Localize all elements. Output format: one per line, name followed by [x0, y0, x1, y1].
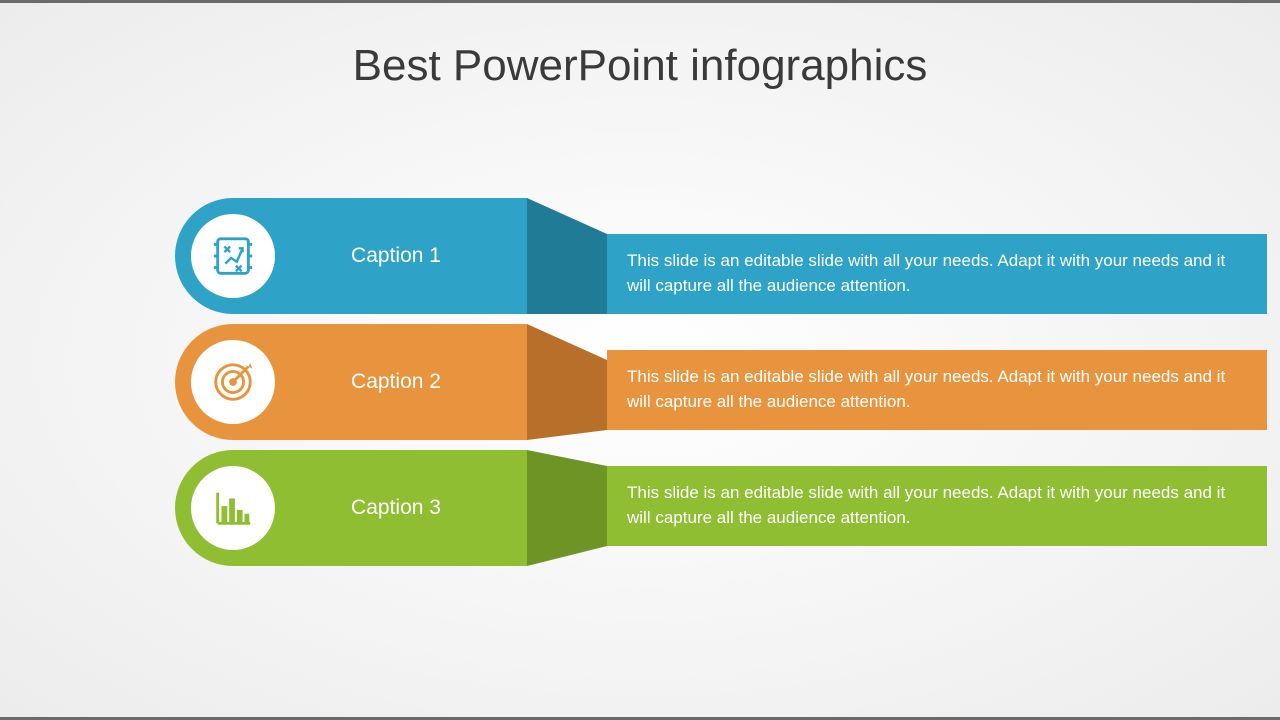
caption-block: Caption 2 [175, 324, 527, 440]
infographic-row: Caption 2 This slide is an editable slid… [175, 324, 1265, 440]
description-text: This slide is an editable slide with all… [627, 365, 1247, 414]
description-text: This slide is an editable slide with all… [627, 249, 1247, 298]
icon-circle [191, 214, 275, 298]
caption-block: Caption 3 [175, 450, 527, 566]
target-icon [210, 359, 256, 405]
caption-label: Caption 2 [275, 370, 527, 394]
description-bar: This slide is an editable slide with all… [607, 234, 1267, 314]
playbook-icon [210, 233, 256, 279]
description-bar: This slide is an editable slide with all… [607, 466, 1267, 546]
fold-shape [527, 324, 607, 440]
fold-shape [527, 450, 607, 566]
description-bar: This slide is an editable slide with all… [607, 350, 1267, 430]
description-text: This slide is an editable slide with all… [627, 481, 1247, 530]
caption-block: Caption 1 [175, 198, 527, 314]
icon-circle [191, 466, 275, 550]
infographic-row: Caption 3 This slide is an editable slid… [175, 450, 1265, 566]
caption-label: Caption 3 [275, 496, 527, 520]
infographic-rows: Caption 1 This slide is an editable slid… [175, 198, 1265, 576]
bar-chart-icon [210, 485, 256, 531]
infographic-row: Caption 1 This slide is an editable slid… [175, 198, 1265, 314]
fold-shape [527, 198, 607, 314]
slide: Best PowerPoint infographics [0, 0, 1280, 720]
caption-label: Caption 1 [275, 244, 527, 268]
icon-circle [191, 340, 275, 424]
slide-title: Best PowerPoint infographics [0, 41, 1280, 91]
